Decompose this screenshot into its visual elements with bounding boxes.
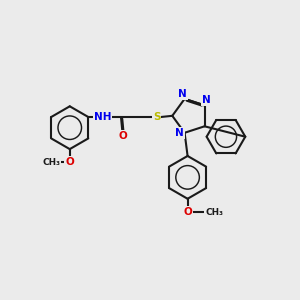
Text: N: N	[175, 128, 184, 138]
Text: N: N	[202, 95, 211, 105]
Text: S: S	[153, 112, 160, 122]
Text: NH: NH	[94, 112, 111, 122]
Text: N: N	[178, 88, 187, 98]
Text: O: O	[65, 158, 74, 167]
Text: CH₃: CH₃	[205, 208, 223, 217]
Text: CH₃: CH₃	[42, 158, 60, 167]
Text: O: O	[183, 207, 192, 217]
Text: O: O	[118, 131, 127, 141]
